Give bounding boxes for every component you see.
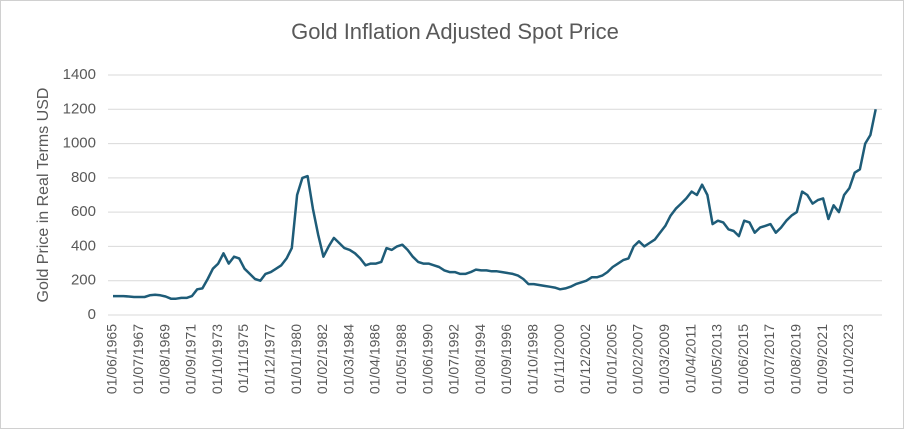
x-tick-label: 01/09/1971 bbox=[183, 324, 199, 394]
y-axis-title: Gold Price in Real Terms USD bbox=[35, 88, 52, 303]
x-tick-label: 01/05/1988 bbox=[393, 324, 409, 394]
x-tick-label: 01/02/1982 bbox=[314, 324, 330, 394]
x-tick-label: 01/07/1992 bbox=[446, 324, 462, 394]
y-tick-label: 0 bbox=[88, 306, 96, 323]
x-tick-label: 01/08/1994 bbox=[472, 324, 488, 394]
x-tick-label: 01/11/2000 bbox=[551, 324, 567, 393]
y-tick-label: 200 bbox=[71, 272, 96, 289]
x-tick-label: 01/09/2021 bbox=[814, 324, 830, 394]
x-tick-label: 01/11/1975 bbox=[235, 324, 251, 393]
y-tick-label: 1000 bbox=[63, 135, 96, 152]
x-tick-label: 01/06/1990 bbox=[419, 324, 435, 394]
x-tick-label: 01/07/2017 bbox=[761, 324, 777, 394]
x-tick-label: 01/02/2007 bbox=[630, 324, 646, 394]
x-tick-label: 01/12/1977 bbox=[262, 324, 278, 394]
y-tick-label: 800 bbox=[71, 169, 96, 186]
x-tick-label: 01/12/2002 bbox=[577, 324, 593, 394]
x-tick-label: 01/06/2015 bbox=[735, 324, 751, 394]
x-tick-label: 01/10/1998 bbox=[525, 324, 541, 394]
data-line bbox=[113, 109, 877, 300]
y-tick-label: 400 bbox=[71, 237, 96, 254]
x-tick-label: 01/04/2011 bbox=[682, 324, 698, 393]
x-tick-label: 01/03/1984 bbox=[340, 324, 356, 394]
x-tick-label: 01/09/1996 bbox=[498, 324, 514, 394]
y-tick-label: 1200 bbox=[63, 100, 96, 117]
x-tick-label: 01/10/2023 bbox=[840, 324, 856, 394]
y-tick-label: 600 bbox=[71, 203, 96, 220]
x-tick-label: 01/01/1980 bbox=[288, 324, 304, 394]
x-tick-label: 01/03/2009 bbox=[656, 324, 672, 394]
x-tick-label: 01/04/1986 bbox=[367, 324, 383, 394]
x-tick-label: 01/01/2005 bbox=[603, 324, 619, 394]
x-tick-label: 01/08/1969 bbox=[156, 324, 172, 394]
y-tick-label: 1400 bbox=[63, 66, 96, 83]
x-tick-label: 01/07/1967 bbox=[130, 324, 146, 394]
x-tick-label: 01/05/2013 bbox=[709, 324, 725, 394]
x-tick-label: 01/10/1973 bbox=[209, 324, 225, 394]
chart-title: Gold Inflation Adjusted Spot Price bbox=[291, 19, 619, 44]
x-tick-label: 01/08/2019 bbox=[788, 324, 804, 394]
x-tick-label: 01/06/1965 bbox=[104, 324, 120, 394]
